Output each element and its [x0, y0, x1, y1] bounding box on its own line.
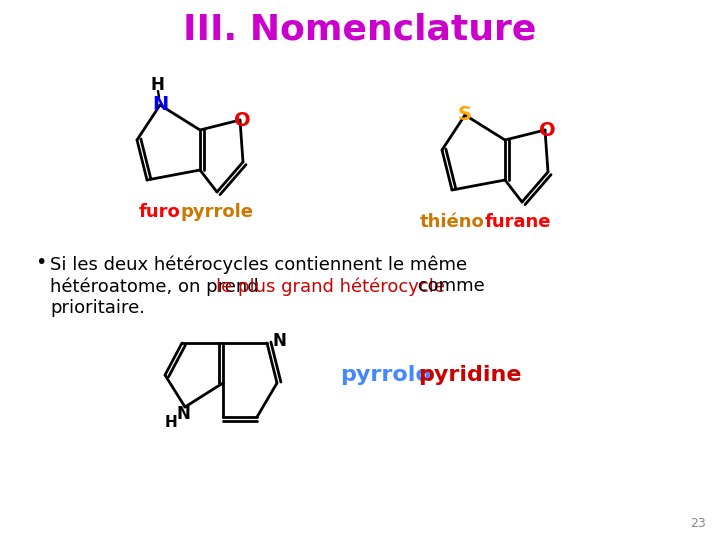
Text: O: O: [234, 111, 251, 130]
Text: N: N: [272, 332, 286, 350]
Text: S: S: [458, 105, 472, 125]
Text: furo: furo: [138, 203, 180, 221]
Text: O: O: [539, 120, 555, 139]
Text: Si les deux hétérocycles contiennent le même: Si les deux hétérocycles contiennent le …: [50, 255, 467, 273]
Text: •: •: [35, 253, 46, 272]
Text: N: N: [176, 405, 190, 423]
Text: III. Nomenclature: III. Nomenclature: [184, 12, 536, 46]
Text: 23: 23: [690, 517, 706, 530]
Text: pyridine: pyridine: [418, 365, 521, 385]
Text: N: N: [152, 96, 168, 114]
Text: H: H: [150, 76, 164, 94]
Text: H: H: [165, 415, 177, 430]
Text: furane: furane: [485, 213, 552, 231]
Text: hétéroatome, on prend: hétéroatome, on prend: [50, 277, 264, 295]
Text: pyrrolo: pyrrolo: [340, 365, 431, 385]
Text: prioritaire.: prioritaire.: [50, 299, 145, 317]
Text: comme: comme: [412, 277, 485, 295]
Text: le plus grand hétérocycle: le plus grand hétérocycle: [216, 277, 445, 295]
Text: pyrrole: pyrrole: [180, 203, 253, 221]
Text: thiéno: thiéno: [420, 213, 485, 231]
